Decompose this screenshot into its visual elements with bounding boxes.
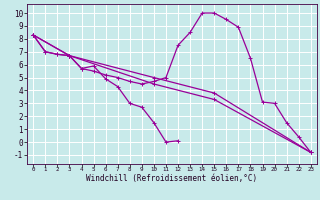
X-axis label: Windchill (Refroidissement éolien,°C): Windchill (Refroidissement éolien,°C) <box>86 174 258 183</box>
